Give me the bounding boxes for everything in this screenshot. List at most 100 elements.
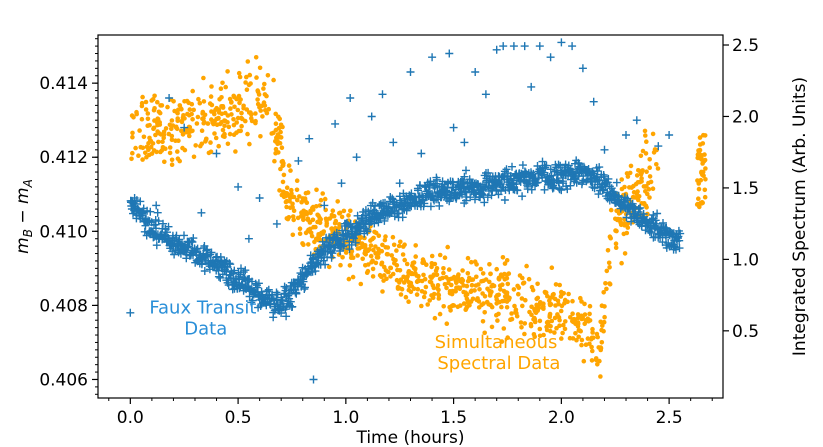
transit-point bbox=[327, 253, 336, 262]
spectral-point bbox=[489, 324, 495, 330]
y-tick-label: 0.406 bbox=[39, 370, 88, 390]
spectral-point bbox=[599, 303, 605, 309]
spectral-point bbox=[286, 215, 292, 220]
y2-tick-label: 1.5 bbox=[732, 179, 759, 199]
spectral-point bbox=[582, 321, 587, 327]
spectral-point bbox=[483, 277, 489, 282]
spectral-point bbox=[437, 311, 443, 317]
spectral-point bbox=[589, 358, 595, 363]
spectral-point bbox=[608, 235, 613, 241]
spectral-point bbox=[599, 340, 605, 345]
spectral-point bbox=[154, 149, 159, 155]
spectral-point bbox=[269, 131, 275, 136]
spectral-point bbox=[294, 187, 300, 193]
transit-point bbox=[518, 161, 527, 170]
spectral-point bbox=[443, 275, 449, 280]
spectral-point bbox=[468, 289, 474, 295]
spectral-point bbox=[607, 265, 612, 270]
spectral-point bbox=[528, 323, 534, 329]
spectral-point bbox=[209, 84, 214, 89]
spectral-point bbox=[374, 255, 380, 260]
spectral-point bbox=[176, 138, 181, 143]
spectral-point bbox=[243, 118, 248, 124]
transit-point bbox=[623, 194, 632, 203]
transit-point bbox=[154, 217, 163, 226]
transit-point bbox=[188, 238, 197, 246]
spectral-point bbox=[559, 336, 564, 341]
spectral-point bbox=[291, 194, 297, 200]
spectral-point bbox=[511, 287, 517, 292]
spectral-point bbox=[512, 303, 517, 309]
transit-point bbox=[255, 194, 264, 202]
spectral-point bbox=[608, 207, 614, 213]
transit-point bbox=[197, 208, 206, 217]
y-label-sub2: A bbox=[21, 179, 35, 188]
spectral-point bbox=[643, 151, 649, 156]
spectral-point bbox=[477, 287, 482, 292]
transit-point bbox=[518, 192, 527, 201]
spectral-point bbox=[161, 135, 166, 141]
spectral-point bbox=[499, 304, 504, 310]
transit-point bbox=[332, 228, 341, 237]
transit-point bbox=[500, 196, 509, 204]
spectral-point bbox=[265, 73, 271, 78]
transit-point bbox=[466, 193, 475, 202]
y-tick-label: 0.408 bbox=[39, 296, 88, 316]
spectral-point bbox=[413, 243, 419, 248]
spectral-point bbox=[480, 319, 486, 324]
spectral-point bbox=[341, 208, 347, 214]
spectral-point bbox=[557, 282, 562, 288]
spectral-point bbox=[316, 213, 321, 219]
spectral-point bbox=[333, 218, 339, 224]
spectral-point bbox=[151, 125, 157, 131]
spectral-point bbox=[604, 268, 610, 274]
spectral-point bbox=[476, 282, 481, 287]
transit-point bbox=[426, 202, 435, 211]
spectral-point bbox=[286, 163, 292, 168]
spectral-point bbox=[400, 252, 406, 257]
transit-point bbox=[130, 194, 139, 202]
spectral-point bbox=[163, 126, 169, 131]
y2-tick-label: 0.5 bbox=[732, 322, 759, 342]
spectral-point bbox=[177, 103, 183, 108]
spectral-point bbox=[297, 231, 303, 236]
transit-point bbox=[131, 200, 140, 208]
spectral-point bbox=[700, 141, 706, 146]
spectral-point bbox=[465, 271, 471, 276]
spectral-point bbox=[140, 94, 145, 100]
transit-point bbox=[487, 191, 496, 200]
transit-point bbox=[337, 179, 346, 188]
spectral-point bbox=[365, 268, 371, 274]
transit-point bbox=[340, 241, 349, 250]
spectral-point bbox=[596, 345, 601, 350]
spectral-point bbox=[379, 248, 385, 254]
spectral-point bbox=[587, 303, 593, 309]
spectral-point bbox=[575, 320, 581, 325]
spectral-point bbox=[295, 197, 300, 203]
spectral-point bbox=[362, 245, 368, 250]
spectral-point bbox=[175, 149, 180, 154]
spectral-point bbox=[488, 271, 493, 277]
spectral-point bbox=[220, 80, 225, 86]
spectral-point bbox=[225, 113, 231, 118]
spectral-point bbox=[570, 318, 575, 324]
y2-tick-label: 2.0 bbox=[732, 107, 759, 127]
spectral-point bbox=[455, 304, 461, 310]
spectral-point bbox=[396, 243, 402, 249]
spectral-point bbox=[313, 224, 318, 230]
spectral-point bbox=[382, 264, 387, 270]
spectral-point bbox=[549, 318, 555, 324]
transit-point bbox=[520, 42, 529, 51]
spectral-point bbox=[390, 234, 396, 240]
transit-point bbox=[554, 160, 563, 169]
transit-point bbox=[420, 199, 429, 208]
transit-point bbox=[183, 243, 192, 252]
spectral-point bbox=[289, 191, 294, 196]
spectral-point bbox=[698, 177, 704, 183]
spectral-point bbox=[581, 358, 587, 364]
x-tick-label: 2.0 bbox=[548, 408, 575, 428]
spectral-point bbox=[385, 269, 391, 275]
spectral-point bbox=[222, 123, 227, 129]
transit-point bbox=[180, 231, 188, 240]
spectral-point bbox=[487, 293, 493, 298]
